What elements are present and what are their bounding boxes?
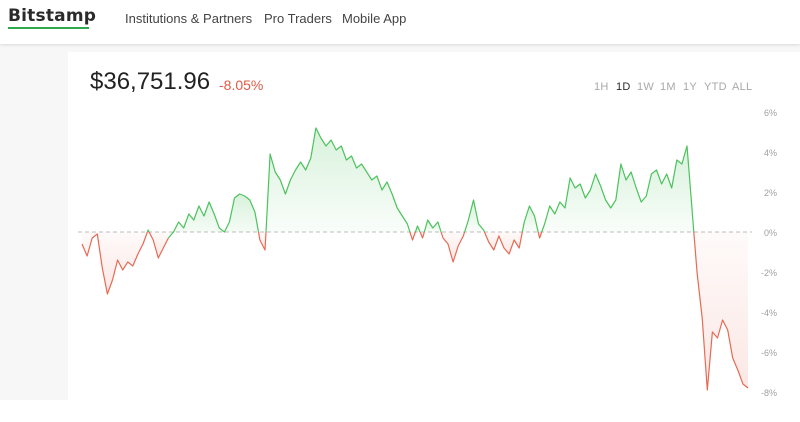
current-price: $36,751.96 xyxy=(90,68,211,95)
y-tick-label: 0% xyxy=(763,228,777,238)
loss-area-fill xyxy=(409,232,416,240)
loss-area-fill xyxy=(693,232,748,390)
gain-line-segment xyxy=(414,225,421,233)
loss-line-segment xyxy=(148,231,169,259)
loss-area-fill xyxy=(441,232,465,262)
loss-line-segment xyxy=(483,231,523,255)
nav-mobile-app[interactable]: Mobile App xyxy=(342,11,407,26)
range-tab-1w[interactable]: 1W xyxy=(637,81,655,93)
loss-line-segment xyxy=(440,231,466,263)
loss-line-segment xyxy=(257,231,267,251)
gain-area-fill xyxy=(522,206,539,232)
loss-area-fill xyxy=(149,232,169,258)
y-tick-label: -2% xyxy=(760,268,777,278)
loss-area-fill xyxy=(258,232,266,250)
gain-line-segment xyxy=(423,219,442,233)
y-tick-label: 4% xyxy=(763,148,777,158)
page-footer-strip xyxy=(0,400,800,422)
loss-line-segment xyxy=(693,231,749,391)
gain-line-segment xyxy=(167,193,260,239)
range-tab-1m[interactable]: 1M xyxy=(660,81,676,93)
top-navigation-bar: Bitstamp Institutions & Partners Pro Tra… xyxy=(0,0,800,44)
gain-area-fill xyxy=(424,220,442,232)
loss-line-segment xyxy=(409,231,416,241)
price-change-percent: -8.05% xyxy=(219,77,264,93)
logo-underline xyxy=(8,27,89,29)
gain-line-segment xyxy=(464,199,486,233)
gain-area-fill xyxy=(168,194,259,238)
gain-line-segment xyxy=(541,145,695,233)
range-tab-1h[interactable]: 1H xyxy=(594,81,609,93)
y-tick-label: -8% xyxy=(760,388,777,398)
y-tick-label: -6% xyxy=(760,348,777,358)
gain-line-segment xyxy=(146,229,150,233)
gain-line-segment xyxy=(265,127,411,233)
gain-area-fill xyxy=(266,128,410,232)
gain-line-segment xyxy=(521,205,539,233)
nav-institutions-partners[interactable]: Institutions & Partners xyxy=(125,11,253,26)
bitstamp-logo[interactable]: Bitstamp xyxy=(8,6,97,26)
nav-pro-traders[interactable]: Pro Traders xyxy=(264,11,332,26)
loss-line-segment xyxy=(419,231,425,239)
gain-area-fill xyxy=(464,200,485,232)
range-tab-1d[interactable]: 1D xyxy=(616,81,631,93)
y-tick-label: -4% xyxy=(760,308,777,318)
y-tick-label: 6% xyxy=(763,108,777,118)
range-tab-all[interactable]: ALL xyxy=(732,81,753,93)
range-tab-ytd[interactable]: YTD xyxy=(704,81,727,93)
loss-area-fill xyxy=(82,232,148,294)
loss-line-segment xyxy=(537,231,543,239)
range-tab-1y[interactable]: 1Y xyxy=(683,81,698,93)
y-tick-label: 2% xyxy=(763,188,777,198)
loss-line-segment xyxy=(81,231,148,295)
